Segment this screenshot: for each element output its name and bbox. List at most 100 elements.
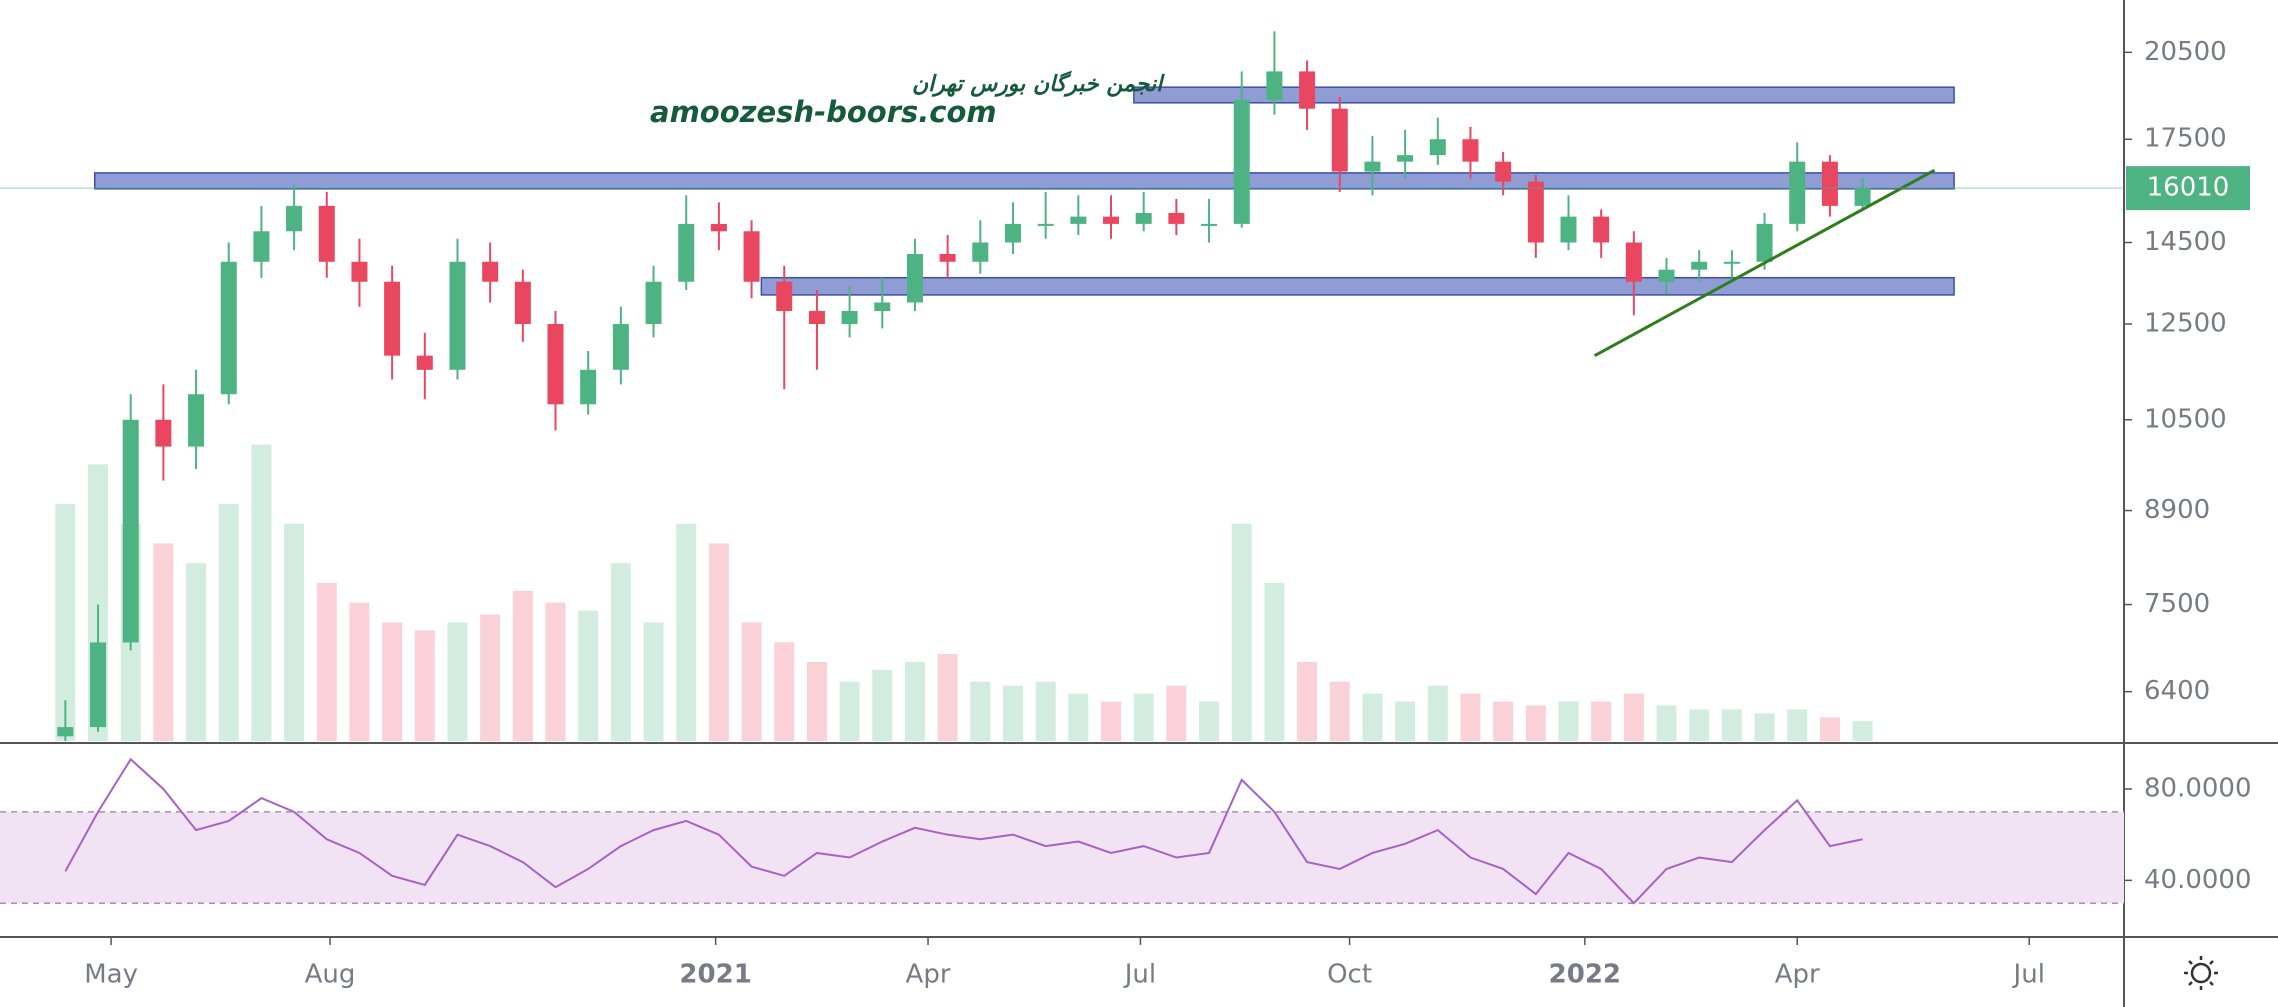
- candle-body: [155, 419, 172, 447]
- y-tick-label: 7500: [2144, 589, 2210, 619]
- volume-bar: [1002, 685, 1023, 741]
- volume-bar: [447, 622, 468, 741]
- trendline: [1593, 168, 1936, 357]
- volume-bar: [186, 563, 207, 741]
- watermark-persian: انجمن خبرگان بورس تهران: [912, 70, 1165, 97]
- volume-bar: [1395, 701, 1416, 741]
- candle-body: [1756, 223, 1773, 262]
- volume-bar: [349, 602, 370, 741]
- candle-body: [122, 419, 139, 643]
- volume-bar: [1493, 701, 1514, 741]
- volume-bar: [1591, 701, 1612, 741]
- volume-bar: [1231, 523, 1252, 741]
- volume-bar: [774, 642, 795, 741]
- x-tick-label: Oct: [1327, 960, 1372, 990]
- volume-bar: [1362, 693, 1383, 741]
- candle-body: [1429, 139, 1446, 156]
- candle-body: [1462, 139, 1479, 162]
- candle-body: [1135, 213, 1152, 224]
- candle-body: [1560, 216, 1577, 243]
- volume-bar: [708, 543, 729, 741]
- candle-body: [1397, 155, 1414, 162]
- volume-bar: [316, 582, 337, 741]
- candle-body: [188, 394, 205, 447]
- x-tick-label: 2021: [679, 960, 751, 990]
- candle-body: [710, 223, 727, 232]
- candle-body: [1266, 71, 1283, 100]
- x-tick-label: May: [84, 960, 138, 990]
- settings-icon-rays: [2184, 956, 2218, 990]
- candle-body: [1789, 161, 1806, 224]
- zone: [94, 172, 1955, 190]
- volume-bar: [1460, 693, 1481, 741]
- candle-body: [808, 310, 825, 325]
- volume-bar: [512, 590, 533, 741]
- last-price-label: 16010: [2147, 173, 2230, 203]
- volume-bar: [643, 622, 664, 741]
- settings-icon[interactable]: [2184, 956, 2218, 990]
- volume-bar: [382, 622, 403, 741]
- y-tick-label: 40.0000: [2144, 865, 2252, 895]
- y-tick-label: 20500: [2144, 37, 2227, 67]
- candle-body: [384, 281, 401, 356]
- volume-bar: [55, 503, 76, 741]
- candle-body: [514, 281, 531, 325]
- candle-body: [1070, 216, 1087, 224]
- candle-body: [90, 642, 107, 728]
- volume-bar: [1754, 713, 1775, 741]
- candle-body: [1103, 216, 1120, 224]
- volume-bar: [153, 543, 174, 741]
- volume-bar: [1035, 681, 1056, 741]
- candle-body: [449, 261, 466, 370]
- volume-bar: [480, 614, 501, 741]
- y-tick-label: 80.0000: [2144, 773, 2252, 803]
- candle-body: [1233, 99, 1250, 224]
- y-tick-label: 10500: [2144, 404, 2227, 434]
- volume-bar: [610, 563, 631, 741]
- y-tick-label: 12500: [2144, 309, 2227, 339]
- volume-bar: [545, 602, 566, 741]
- volume-bar: [806, 661, 827, 741]
- volume-bar: [1297, 661, 1318, 741]
- x-tick-label: Apr: [906, 960, 951, 990]
- candle-body: [57, 727, 74, 737]
- volume-bar: [970, 681, 991, 741]
- candle-body: [253, 231, 270, 262]
- candle-body: [972, 242, 989, 262]
- volume-bar: [937, 654, 958, 741]
- x-tick-label: Jul: [2012, 960, 2045, 990]
- candle-body: [1527, 181, 1544, 243]
- candle-body: [1201, 223, 1218, 226]
- candle-body: [1625, 242, 1642, 282]
- candle-body: [416, 355, 433, 370]
- watermark-url: amoozesh-boors.com: [650, 95, 997, 129]
- volume-bar: [839, 681, 860, 741]
- candle-body: [1331, 108, 1348, 172]
- volume-bar: [1623, 693, 1644, 741]
- candle-body: [906, 253, 923, 303]
- candle-body: [1593, 216, 1610, 243]
- x-tick-label: 2022: [1549, 960, 1621, 990]
- candle-body: [743, 231, 760, 282]
- candle-body: [1821, 161, 1838, 206]
- volume-bar: [1525, 705, 1546, 741]
- y-tick-label: 6400: [2144, 676, 2210, 706]
- volume-bar: [1721, 709, 1742, 741]
- candle-body: [1037, 223, 1054, 226]
- candle-body: [1168, 213, 1185, 224]
- candle-body: [645, 281, 662, 325]
- candle-body: [1004, 223, 1021, 243]
- volume-bar: [218, 503, 239, 741]
- x-tick-label: Apr: [1775, 960, 1820, 990]
- zone: [1133, 86, 1955, 104]
- candle-body: [678, 223, 695, 282]
- candle-body: [939, 253, 956, 262]
- volume-bar: [1329, 681, 1350, 741]
- candle-body: [612, 324, 629, 370]
- settings-icon-ring: [2190, 962, 2212, 984]
- volume-bar: [741, 622, 762, 741]
- volume-bar: [1068, 693, 1089, 741]
- candle-body: [547, 324, 564, 405]
- volume-bar: [284, 523, 305, 741]
